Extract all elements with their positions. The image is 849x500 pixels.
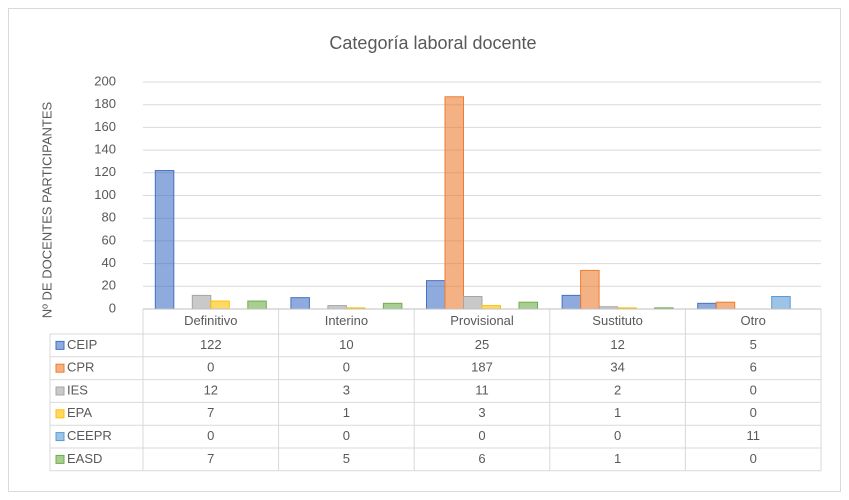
table-value: 0 (750, 382, 757, 397)
bar (290, 297, 310, 310)
bar (247, 300, 267, 310)
table-value: 12 (610, 337, 624, 352)
bar (463, 296, 483, 310)
table-value: 11 (746, 428, 760, 443)
chart-title: Categoría laboral docente (329, 33, 536, 53)
legend-label: CPR (67, 360, 94, 375)
x-tick-label: Definitivo (184, 313, 237, 328)
y-tick-label: 60 (102, 232, 116, 247)
legend-key (55, 409, 65, 419)
legend-key (55, 363, 65, 373)
legend-key (55, 340, 65, 350)
table-value: 7 (207, 405, 214, 420)
y-tick-label: 200 (94, 73, 116, 88)
legend-key (55, 432, 65, 442)
legend-key (55, 454, 65, 464)
table-value: 0 (478, 428, 485, 443)
table-value: 5 (750, 337, 757, 352)
bar (771, 296, 791, 310)
table-value: 3 (478, 405, 485, 420)
bar (426, 280, 446, 310)
bar (481, 305, 501, 310)
x-tick-label: Otro (741, 313, 766, 328)
table-value: 0 (207, 360, 214, 375)
y-tick-label: 180 (94, 96, 116, 111)
table-value: 0 (614, 428, 621, 443)
bar (715, 301, 736, 310)
bar (580, 269, 600, 310)
bar (210, 300, 230, 310)
bar (561, 294, 582, 310)
legend-label: IES (67, 382, 88, 397)
y-tick-label: 0 (109, 300, 116, 315)
x-tick-label: Provisional (450, 313, 514, 328)
legend-label: EASD (67, 451, 102, 466)
x-tick-label: Sustituto (592, 313, 643, 328)
table-value: 3 (343, 382, 350, 397)
y-tick-label: 80 (102, 210, 116, 225)
bar (327, 305, 347, 310)
bar (154, 170, 175, 310)
table-value: 5 (343, 451, 350, 466)
bar (382, 302, 403, 310)
bar (444, 96, 464, 310)
y-tick-label: 140 (94, 142, 116, 157)
bar (191, 294, 212, 310)
table-value: 6 (750, 360, 757, 375)
table-value: 10 (339, 337, 353, 352)
table-value: 25 (475, 337, 489, 352)
legend-key (55, 386, 65, 396)
table-value: 6 (478, 451, 485, 466)
bar (697, 302, 717, 310)
y-tick-label: 20 (102, 278, 116, 293)
table-value: 122 (200, 337, 222, 352)
table-value: 1 (614, 405, 621, 420)
table-value: 187 (471, 360, 493, 375)
y-tick-label: 100 (94, 187, 116, 202)
table-value: 12 (204, 382, 218, 397)
table-value: 34 (610, 360, 624, 375)
table-value: 0 (750, 451, 757, 466)
table-value: 2 (614, 382, 621, 397)
table-value: 7 (207, 451, 214, 466)
y-axis-label: Nº DE DOCENTES PARTICIPANTES (39, 101, 54, 318)
table-value: 0 (343, 360, 350, 375)
y-tick-label: 120 (94, 164, 116, 179)
table-value: 1 (343, 405, 350, 420)
legend-label: CEEPR (67, 428, 112, 443)
y-tick-label: 40 (102, 255, 116, 270)
table-value: 1 (614, 451, 621, 466)
table-value: 0 (207, 428, 214, 443)
table-value: 0 (343, 428, 350, 443)
x-tick-label: Interino (325, 313, 368, 328)
table-value: 11 (475, 382, 489, 397)
legend-label: CEIP (67, 337, 97, 352)
y-tick-label: 160 (94, 119, 116, 134)
table-value: 0 (750, 405, 757, 420)
legend-label: EPA (67, 405, 92, 420)
chart-border (8, 8, 841, 492)
bar (518, 301, 538, 310)
